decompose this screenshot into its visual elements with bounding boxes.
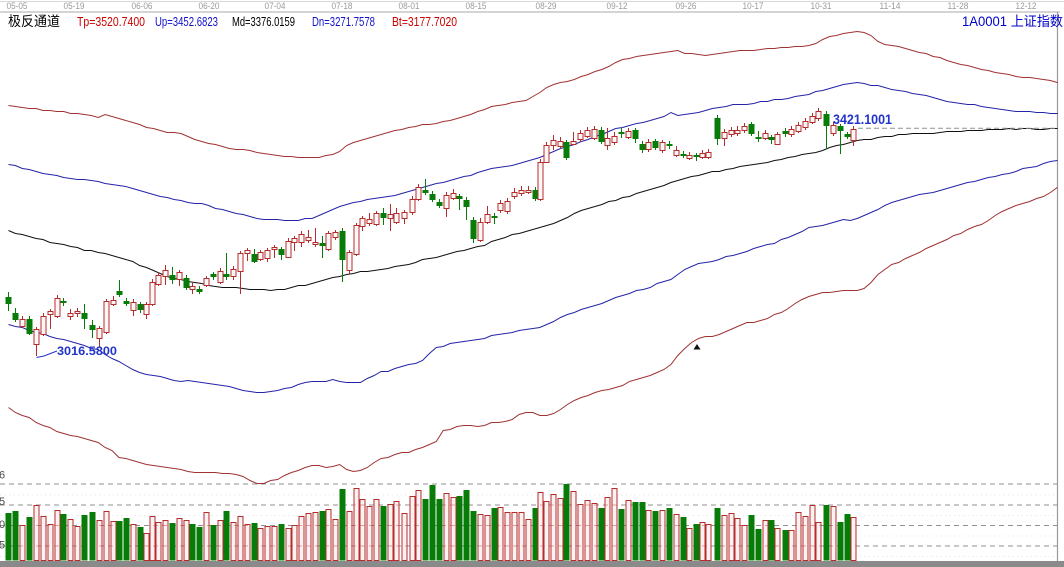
svg-text:05-05: 05-05 bbox=[7, 1, 28, 12]
svg-text:6: 6 bbox=[0, 470, 5, 482]
svg-text:08-29: 08-29 bbox=[536, 1, 557, 12]
svg-text:11-14: 11-14 bbox=[880, 1, 901, 12]
svg-text:Dn=3271.7578: Dn=3271.7578 bbox=[312, 14, 375, 29]
svg-text:Up=3452.6823: Up=3452.6823 bbox=[155, 14, 218, 29]
svg-text:07-18: 07-18 bbox=[332, 1, 353, 12]
svg-text:极反通道: 极反通道 bbox=[8, 14, 60, 29]
svg-text:08-15: 08-15 bbox=[466, 1, 487, 12]
svg-text:3421.1001: 3421.1001 bbox=[833, 112, 892, 127]
svg-text:5: 5 bbox=[0, 540, 5, 552]
svg-text:10-31: 10-31 bbox=[811, 1, 832, 12]
svg-text:09-26: 09-26 bbox=[676, 1, 697, 12]
svg-text:11-28: 11-28 bbox=[948, 1, 969, 12]
svg-text:Tp=3520.7400: Tp=3520.7400 bbox=[77, 14, 145, 29]
svg-text:10-17: 10-17 bbox=[743, 1, 764, 12]
svg-text:1A0001 上证指数: 1A0001 上证指数 bbox=[962, 14, 1063, 29]
svg-text:0: 0 bbox=[0, 519, 5, 531]
svg-text:06-20: 06-20 bbox=[199, 1, 220, 12]
svg-text:08-01: 08-01 bbox=[399, 1, 420, 12]
svg-text:5: 5 bbox=[0, 496, 5, 508]
svg-text:3016.5800: 3016.5800 bbox=[57, 344, 117, 358]
svg-text:Bt=3177.7020: Bt=3177.7020 bbox=[392, 14, 457, 29]
svg-text:07-04: 07-04 bbox=[265, 1, 286, 12]
svg-text:09-12: 09-12 bbox=[607, 1, 628, 12]
svg-text:05-19: 05-19 bbox=[64, 1, 85, 12]
svg-text:Md=3376.0159: Md=3376.0159 bbox=[232, 14, 295, 29]
svg-text:12-12: 12-12 bbox=[1016, 1, 1037, 12]
svg-text:06-06: 06-06 bbox=[132, 1, 153, 12]
